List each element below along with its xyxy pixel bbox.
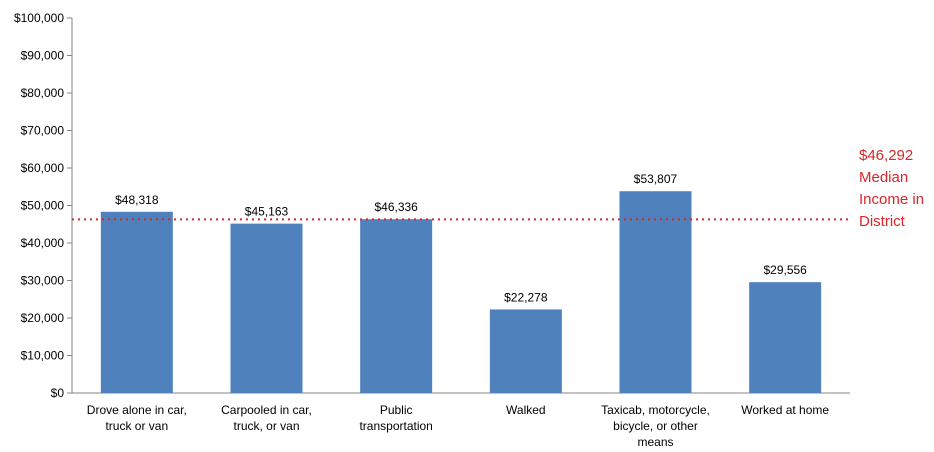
- category-label-line: Drove alone in car,: [87, 403, 187, 417]
- y-tick-label: $40,000: [21, 236, 65, 250]
- category-label-line: Worked at home: [741, 403, 829, 417]
- y-tick-label: $0: [51, 386, 65, 400]
- y-tick-label: $20,000: [21, 311, 65, 325]
- category-label-line: Public: [380, 403, 413, 417]
- bar: [100, 211, 173, 393]
- axes: $0 $10,000 $20,000 $30,000 $40,000 $50,000 $60…: [14, 11, 850, 400]
- data-label: $48,318: [115, 193, 159, 207]
- category-label: Public transportation: [359, 403, 432, 433]
- data-labels: $48,318 $45,163 $46,336 $22,278 $53,807 $29,5…: [115, 172, 807, 304]
- median-label-line: Income in: [859, 191, 924, 208]
- y-tick-label: $80,000: [21, 86, 65, 100]
- category-label-line: bicycle, or other: [613, 419, 698, 433]
- bar: [749, 282, 822, 393]
- median-reference: $46,292 Median Income in District: [72, 147, 924, 230]
- bars: [100, 191, 822, 393]
- category-label: Drove alone in car, truck or van: [87, 403, 187, 433]
- y-tick-label: $70,000: [21, 124, 65, 138]
- data-label: $53,807: [634, 172, 678, 186]
- y-tick-label: $10,000: [21, 349, 65, 363]
- data-label: $29,556: [763, 263, 807, 277]
- category-label-line: Taxicab, motorcycle,: [601, 403, 710, 417]
- data-label: $46,336: [374, 200, 418, 214]
- category-label-line: transportation: [359, 419, 432, 433]
- category-label: Taxicab, motorcycle, bicycle, or other mea…: [601, 403, 710, 449]
- category-label-line: means: [637, 435, 673, 449]
- category-label: Carpooled in car, truck, or van: [221, 403, 312, 433]
- y-tick-label: $30,000: [21, 274, 65, 288]
- y-tick-label: $60,000: [21, 161, 65, 175]
- category-label-line: truck, or van: [233, 419, 299, 433]
- median-label-line: $46,292: [859, 147, 913, 164]
- bar: [360, 219, 433, 393]
- category-labels: Drove alone in car, truck or van Carpooled…: [87, 403, 830, 449]
- y-tick-label: $50,000: [21, 199, 65, 213]
- data-label: $22,278: [504, 290, 548, 304]
- bar: [489, 309, 562, 393]
- median-label-line: District: [859, 213, 906, 230]
- category-label-line: Carpooled in car,: [221, 403, 312, 417]
- category-label: Walked: [506, 403, 546, 417]
- category-label: Worked at home: [741, 403, 829, 417]
- y-tick-label: $90,000: [21, 49, 65, 63]
- category-label-line: truck or van: [105, 419, 168, 433]
- bar: [230, 223, 303, 393]
- y-tick-label: $100,000: [14, 11, 64, 25]
- median-label-line: Median: [859, 169, 908, 186]
- data-label: $45,163: [245, 205, 289, 219]
- bar: [619, 191, 692, 393]
- category-label-line: Walked: [506, 403, 546, 417]
